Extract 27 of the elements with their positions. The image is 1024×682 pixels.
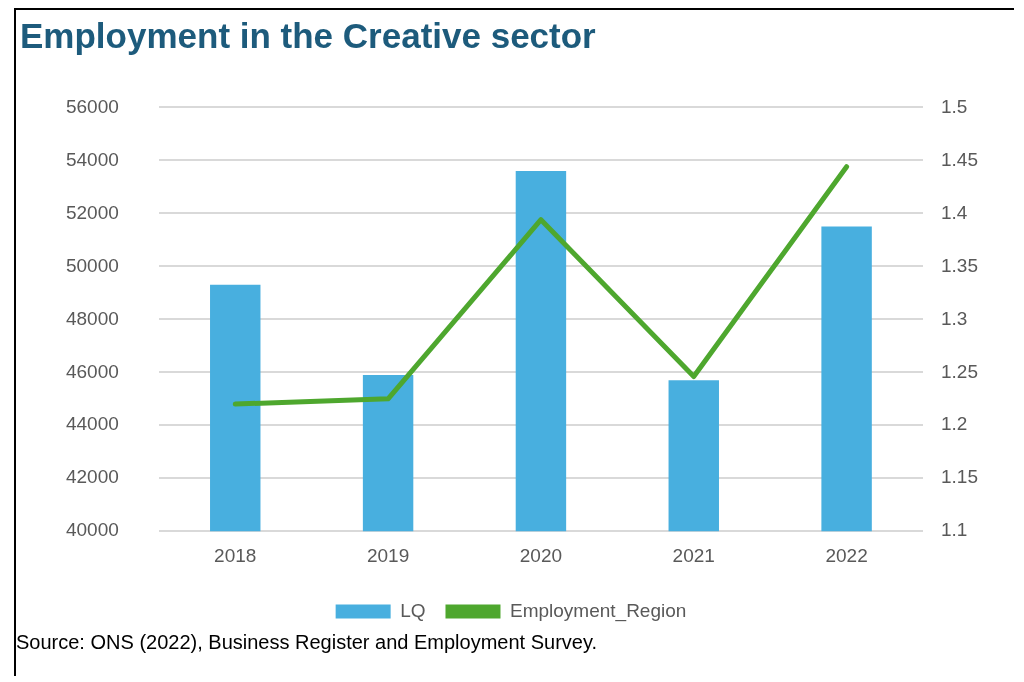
- chart-title: Employment in the Creative sector: [19, 15, 597, 56]
- y2-tick-label: 1.25: [941, 360, 978, 382]
- source-note: Source: ONS (2022), Business Register and Employment Survey.: [16, 631, 598, 654]
- y2-tick-label: 1.3: [941, 307, 968, 329]
- y2-tick-label: 1.45: [941, 148, 978, 170]
- y-tick-label: 40000: [65, 519, 119, 541]
- y2-tick-label: 1.35: [941, 254, 978, 276]
- legend-label: Employment_Region: [509, 599, 687, 622]
- y2-tick-label: 1.1: [941, 519, 968, 541]
- y-tick-label: 48000: [65, 307, 119, 329]
- legend-label: LQ: [400, 599, 426, 621]
- y2-tick-label: 1.2: [941, 413, 968, 435]
- y-tick-label: 44000: [65, 413, 119, 435]
- y2-tick-label: 1.15: [941, 466, 978, 488]
- y-tick-label: 54000: [65, 148, 119, 170]
- y-tick-label: 42000: [65, 466, 119, 488]
- y2-tick-label: 1.5: [941, 95, 968, 117]
- y-tick-label: 46000: [65, 360, 119, 382]
- x-tick-label: 2021: [672, 544, 715, 566]
- y-tick-label: 56000: [65, 95, 119, 117]
- x-tick-label: 2022: [825, 544, 868, 566]
- y-tick-label: 50000: [65, 254, 119, 276]
- x-tick-label: 2018: [214, 544, 257, 566]
- y2-tick-label: 1.4: [941, 201, 968, 223]
- x-tick-label: 2019: [366, 544, 410, 566]
- y-tick-label: 52000: [65, 201, 119, 223]
- x-tick-label: 2020: [519, 544, 563, 566]
